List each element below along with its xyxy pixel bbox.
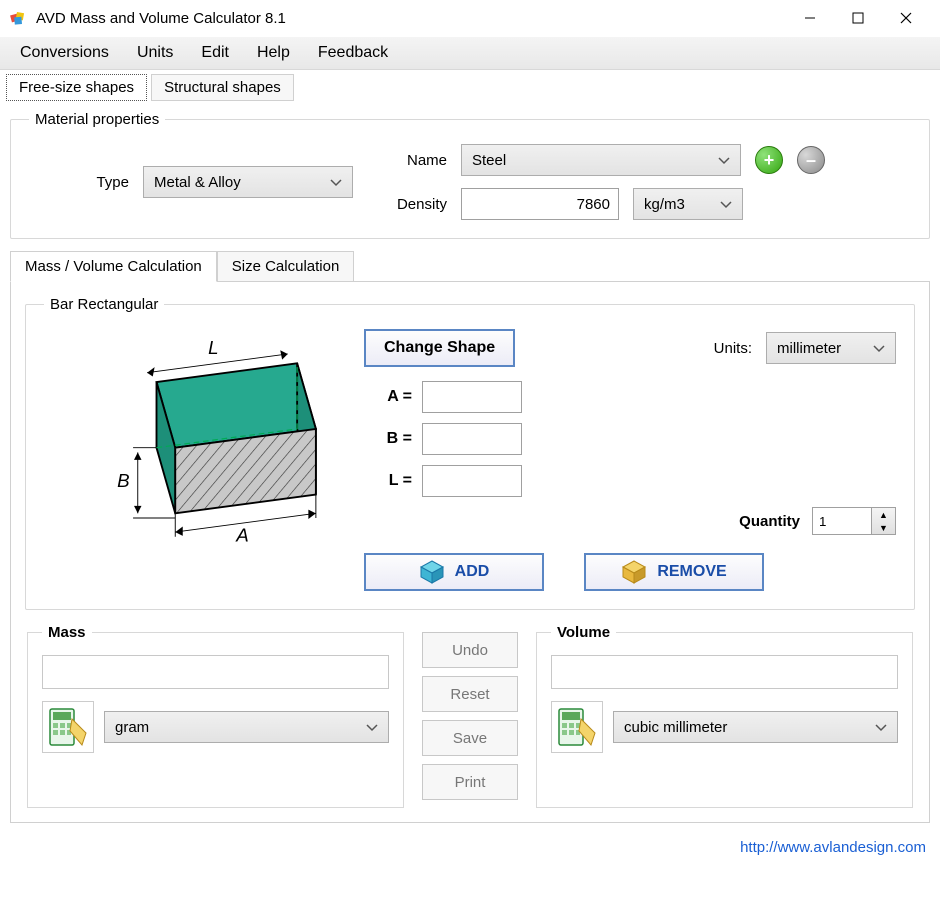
quantity-up-button[interactable]: ▲	[872, 508, 895, 521]
density-field[interactable]	[461, 188, 619, 220]
quantity-stepper[interactable]: ▲ ▼	[812, 507, 896, 535]
name-dropdown[interactable]: Steel	[461, 144, 741, 176]
menu-help[interactable]: Help	[243, 40, 304, 66]
mass-unit-dropdown[interactable]: gram	[104, 711, 389, 743]
maximize-button[interactable]	[834, 0, 882, 36]
cube-add-icon	[419, 559, 445, 585]
quantity-input[interactable]	[812, 507, 872, 535]
dim-b-input[interactable]	[422, 423, 522, 455]
volume-calculator-icon[interactable]	[551, 701, 603, 753]
save-button[interactable]: Save	[422, 720, 518, 756]
shape-diagram: L B A	[44, 333, 344, 553]
menubar: Conversions Units Edit Help Feedback	[0, 36, 940, 70]
dim-l-label: L =	[364, 472, 412, 490]
menu-edit[interactable]: Edit	[187, 40, 243, 66]
window-title: AVD Mass and Volume Calculator 8.1	[36, 10, 786, 27]
remove-button[interactable]: REMOVE	[584, 553, 764, 591]
dim-b-label: B =	[364, 430, 412, 448]
change-shape-button[interactable]: Change Shape	[364, 329, 515, 367]
minimize-button[interactable]	[786, 0, 834, 36]
tab-structural-shapes[interactable]: Structural shapes	[151, 74, 294, 101]
chevron-down-icon	[718, 152, 730, 169]
tab-free-size-shapes[interactable]: Free-size shapes	[6, 74, 147, 101]
volume-output	[551, 655, 898, 689]
add-button[interactable]: ADD	[364, 553, 544, 591]
units-dropdown[interactable]: millimeter	[766, 332, 896, 364]
menu-feedback[interactable]: Feedback	[304, 40, 402, 66]
shape-legend: Bar Rectangular	[44, 296, 164, 313]
tab-mass-volume[interactable]: Mass / Volume Calculation	[10, 251, 217, 282]
remove-material-button[interactable]: –	[797, 146, 825, 174]
menu-units[interactable]: Units	[123, 40, 187, 66]
mass-output	[42, 655, 389, 689]
svg-text:L: L	[208, 337, 218, 358]
material-properties-group: Material properties Type Metal & Alloy N…	[10, 111, 930, 239]
chevron-down-icon	[330, 174, 342, 191]
chevron-down-icon	[366, 719, 378, 736]
footer-link[interactable]: http://www.avlandesign.com	[740, 839, 926, 856]
density-label: Density	[377, 196, 447, 213]
quantity-down-button[interactable]: ▼	[872, 521, 895, 534]
undo-button[interactable]: Undo	[422, 632, 518, 668]
mass-legend: Mass	[42, 624, 92, 641]
volume-group: Volume cubic millimeter	[536, 624, 913, 808]
svg-text:B: B	[117, 470, 130, 491]
chevron-down-icon	[720, 196, 732, 213]
close-button[interactable]	[882, 0, 930, 36]
shape-group: Bar Rectangular	[25, 296, 915, 610]
dim-a-input[interactable]	[422, 381, 522, 413]
material-legend: Material properties	[29, 111, 165, 128]
type-dropdown[interactable]: Metal & Alloy	[143, 166, 353, 198]
chevron-down-icon	[873, 340, 885, 357]
name-label: Name	[377, 152, 447, 169]
print-button[interactable]: Print	[422, 764, 518, 800]
mass-calculator-icon[interactable]	[42, 701, 94, 753]
dim-a-label: A =	[364, 388, 412, 406]
dim-l-input[interactable]	[422, 465, 522, 497]
volume-unit-dropdown[interactable]: cubic millimeter	[613, 711, 898, 743]
chevron-down-icon	[875, 719, 887, 736]
mass-group: Mass gram	[27, 624, 404, 808]
density-unit-dropdown[interactable]: kg/m3	[633, 188, 743, 220]
quantity-label: Quantity	[739, 513, 800, 530]
type-label: Type	[29, 174, 129, 191]
menu-conversions[interactable]: Conversions	[6, 40, 123, 66]
tab-size-calculation[interactable]: Size Calculation	[217, 251, 355, 282]
volume-legend: Volume	[551, 624, 616, 641]
svg-text:A: A	[235, 524, 249, 545]
add-material-button[interactable]: +	[755, 146, 783, 174]
reset-button[interactable]: Reset	[422, 676, 518, 712]
app-logo-icon	[10, 9, 28, 27]
cube-remove-icon	[621, 559, 647, 585]
units-label: Units:	[714, 340, 752, 357]
